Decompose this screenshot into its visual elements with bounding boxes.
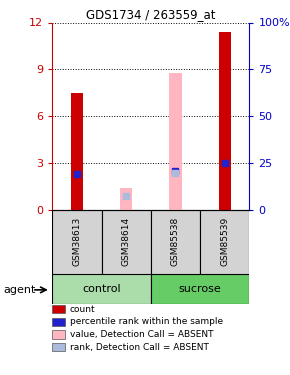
Text: GSM38613: GSM38613: [72, 217, 81, 267]
Bar: [151, 274, 249, 304]
Bar: [120, 188, 132, 210]
Text: value, Detection Call = ABSENT: value, Detection Call = ABSENT: [70, 330, 213, 339]
Bar: [102, 210, 151, 274]
Bar: [219, 32, 231, 210]
Text: rank, Detection Call = ABSENT: rank, Detection Call = ABSENT: [70, 343, 209, 352]
Text: GSM38614: GSM38614: [122, 217, 131, 266]
Bar: [52, 318, 65, 326]
Title: GDS1734 / 263559_at: GDS1734 / 263559_at: [86, 8, 215, 21]
Text: percentile rank within the sample: percentile rank within the sample: [70, 317, 223, 326]
Bar: [151, 210, 200, 274]
Bar: [52, 343, 65, 351]
Text: agent: agent: [3, 285, 35, 295]
Text: sucrose: sucrose: [179, 284, 222, 294]
Bar: [52, 210, 102, 274]
Text: GSM85538: GSM85538: [171, 217, 180, 267]
Text: count: count: [70, 304, 95, 313]
Bar: [169, 72, 182, 210]
Bar: [52, 305, 65, 313]
Text: GSM85539: GSM85539: [220, 217, 229, 267]
Bar: [52, 274, 151, 304]
Text: control: control: [82, 284, 121, 294]
Bar: [71, 93, 83, 210]
Bar: [52, 330, 65, 339]
Bar: [200, 210, 249, 274]
